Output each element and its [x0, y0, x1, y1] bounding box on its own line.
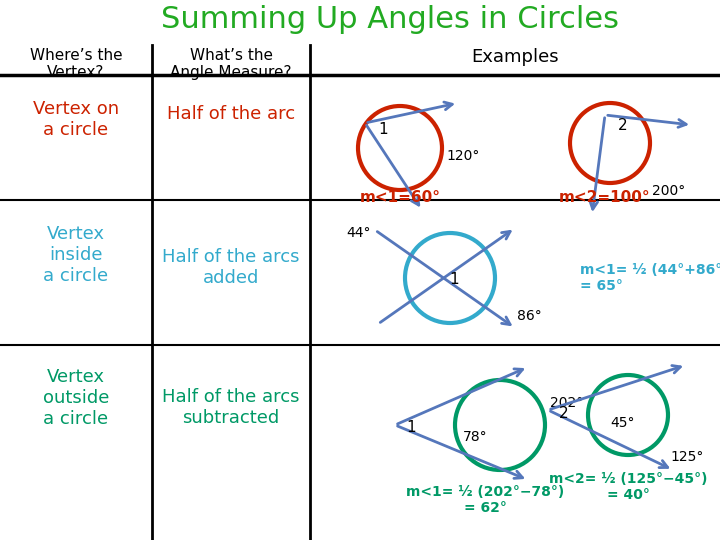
Text: m<1= ½ (202°−78°)
= 62°: m<1= ½ (202°−78°) = 62° — [406, 485, 564, 515]
Text: 45°: 45° — [611, 416, 635, 430]
Text: m<1=60°: m<1=60° — [359, 190, 441, 205]
Text: Where’s the
Vertex?: Where’s the Vertex? — [30, 48, 122, 80]
Text: 1: 1 — [449, 273, 459, 287]
Text: 78°: 78° — [463, 430, 487, 444]
Text: 2: 2 — [559, 407, 569, 422]
Text: Examples: Examples — [471, 48, 559, 66]
Text: What’s the
Angle Measure?: What’s the Angle Measure? — [170, 48, 292, 80]
Text: m<2=100°: m<2=100° — [559, 190, 651, 205]
Text: Half of the arc: Half of the arc — [167, 105, 295, 123]
Text: m<2= ½ (125°−45°)
= 40°: m<2= ½ (125°−45°) = 40° — [549, 472, 707, 502]
Text: 125°: 125° — [670, 450, 703, 464]
Text: 120°: 120° — [446, 149, 480, 163]
Text: 1: 1 — [406, 421, 416, 435]
Text: Vertex
outside
a circle: Vertex outside a circle — [42, 368, 109, 428]
Text: 1: 1 — [378, 122, 388, 137]
Text: Summing Up Angles in Circles: Summing Up Angles in Circles — [161, 5, 619, 34]
Text: 202°: 202° — [550, 396, 583, 410]
Text: 200°: 200° — [652, 184, 685, 198]
Text: Half of the arcs
subtracted: Half of the arcs subtracted — [162, 388, 300, 427]
Text: Half of the arcs
added: Half of the arcs added — [162, 248, 300, 287]
Text: 2: 2 — [618, 118, 628, 132]
Text: Vertex
inside
a circle: Vertex inside a circle — [43, 225, 109, 285]
Text: Vertex on
a circle: Vertex on a circle — [33, 100, 119, 139]
Text: m<1= ½ (44°+86°)
= 65°: m<1= ½ (44°+86°) = 65° — [580, 263, 720, 293]
Text: 86°: 86° — [517, 309, 541, 323]
Text: 44°: 44° — [346, 226, 371, 240]
